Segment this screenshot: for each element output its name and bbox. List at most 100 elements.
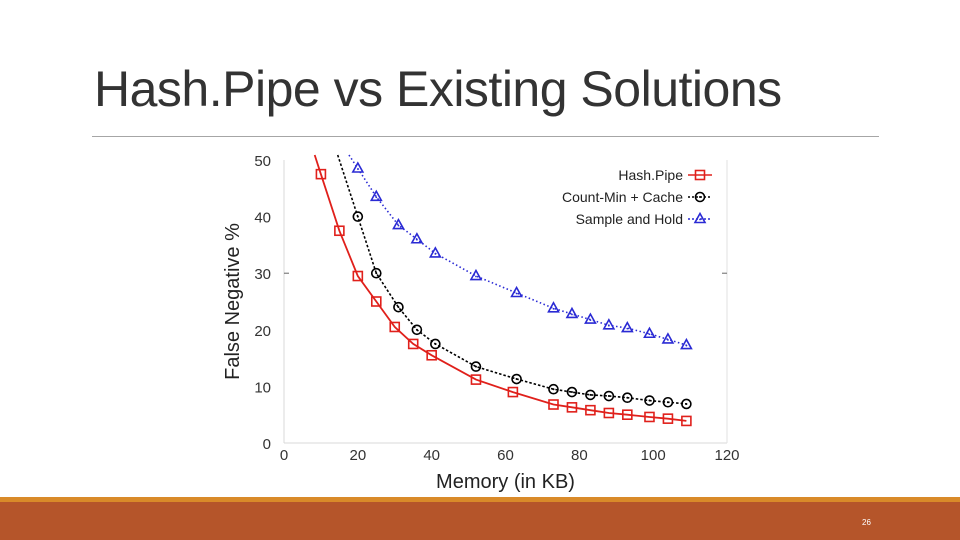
data-point-circle [511,373,522,385]
data-point-square [644,411,655,423]
data-point-circle [622,392,633,404]
data-point-triangle-center [397,224,400,227]
data-point-square [470,374,482,385]
data-point-circle [681,398,692,410]
data-point-square [548,399,559,410]
data-point-triangle-center [571,313,573,316]
data-point-circle-center [415,328,418,331]
data-point-triangle [369,189,383,202]
data-point-triangle-center [434,252,437,255]
data-point-triangle [410,232,424,244]
x-tick-label: 100 [641,447,666,464]
data-point-square [334,225,345,237]
x-tick-label: 60 [497,447,514,464]
x-tick-label: 20 [349,447,366,464]
series-line-triangle [348,154,687,346]
x-axis-label: Memory (in KB) [436,471,575,493]
data-point-circle [411,324,423,336]
data-point-triangle-center [356,168,359,170]
data-point-circle [370,267,382,279]
y-axis-label: False Negative % [222,223,244,380]
data-point-triangle-center [648,333,651,336]
data-point-square [407,338,419,350]
data-point-square [662,413,674,424]
data-point-circle-center [648,399,651,402]
data-point-circle [585,389,596,401]
data-point-circle [548,383,559,395]
y-tick-label: 10 [254,379,271,396]
legend-marker-triangle [693,211,707,224]
data-point-square [681,415,692,427]
title-divider [92,136,879,137]
data-point-square [622,409,633,421]
data-point-triangle-center [685,344,688,347]
data-point-circle-center [666,401,669,404]
x-tick-label: 40 [423,447,440,464]
data-point-circle-center [375,272,378,275]
data-point-triangle-center [589,319,592,322]
data-point-circle [644,395,655,406]
data-point-square [389,321,401,333]
data-point-circle-center [570,391,573,394]
data-point-triangle [602,318,616,330]
data-point-circle-center [685,402,688,405]
legend-label: Hash.Pipe [618,167,683,183]
x-tick-label: 80 [571,447,588,464]
data-point-square [585,404,596,416]
data-point-triangle [565,306,579,319]
y-tick-label: 50 [254,153,271,170]
data-point-triangle-center [607,324,610,327]
data-point-triangle [510,285,523,298]
series-1-line-group [336,154,687,405]
data-point-circle-center [607,395,610,398]
data-point-circle-center [474,365,477,368]
x-tick-label: 120 [714,447,739,464]
data-point-triangle-center [552,307,555,310]
page-number: 26 [862,518,871,527]
data-point-triangle [584,312,597,324]
footer-bar [0,502,960,540]
data-point-triangle [547,301,560,313]
legend-label: Count-Min + Cache [562,189,683,205]
slide-title: Hash.Pipe vs Existing Solutions [94,61,782,117]
data-point-circle-center [434,342,437,345]
data-point-square [315,168,327,180]
data-point-circle [603,390,615,402]
data-point-triangle-center [667,339,669,341]
series-2-line-group [348,154,687,346]
legend-marker-circle-center [699,196,701,198]
data-point-circle-center [515,378,518,381]
data-point-circle-center [626,396,629,399]
data-point-square [352,270,364,282]
data-point-triangle-center [515,292,518,295]
x-tick-label: 0 [280,447,288,464]
footer-accent-line [0,497,960,502]
data-point-circle [393,301,404,313]
series-line-square [313,154,687,422]
data-point-triangle [428,246,442,258]
series-0-line-group [313,154,687,422]
legend-label: Sample and Hold [576,211,683,227]
data-point-square [603,407,615,419]
y-tick-label: 40 [254,210,271,227]
legend-marker-triangle-center [699,218,701,221]
data-point-triangle-center [475,275,477,278]
legend-marker-circle [694,191,706,203]
data-point-circle [470,361,482,372]
y-tick-label: 20 [254,323,271,340]
data-point-triangle [351,161,365,173]
data-point-circle-center [589,393,592,396]
data-point-triangle [392,217,405,230]
data-point-triangle-center [375,196,378,199]
data-point-circle [352,211,364,222]
data-point-circle [662,396,674,408]
data-point-circle [430,338,441,350]
y-tick-label: 0 [263,436,271,453]
data-point-triangle [620,320,634,333]
data-point-triangle-center [416,238,418,241]
data-point-triangle [643,326,656,339]
data-point-circle-center [356,215,359,218]
data-point-circle-center [397,306,400,309]
data-point-square [426,349,437,361]
